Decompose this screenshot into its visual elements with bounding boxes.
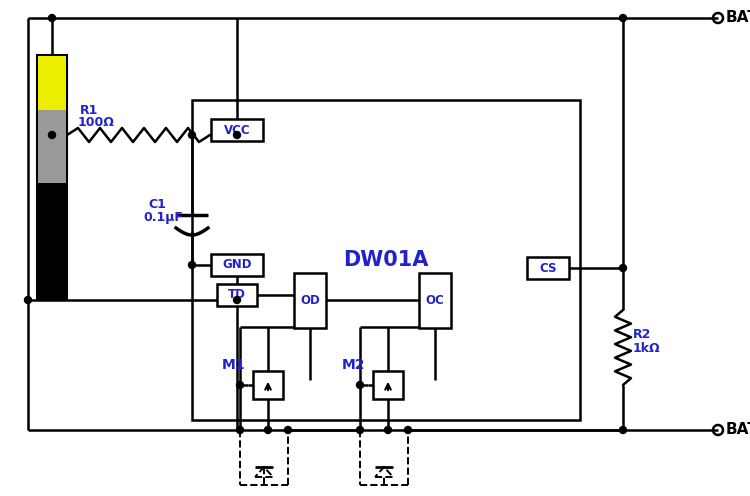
FancyBboxPatch shape (527, 257, 569, 279)
Circle shape (620, 427, 626, 434)
Text: CS: CS (539, 261, 556, 274)
Circle shape (356, 427, 364, 434)
Text: M2: M2 (342, 358, 365, 372)
Bar (38, 56, 66, 110)
FancyBboxPatch shape (192, 100, 580, 420)
Circle shape (236, 427, 244, 434)
Circle shape (385, 427, 392, 434)
Bar (37, 55, 67, 300)
Circle shape (49, 14, 55, 21)
Text: OD: OD (300, 294, 320, 307)
Circle shape (188, 261, 196, 268)
FancyBboxPatch shape (211, 254, 263, 276)
Circle shape (356, 381, 364, 388)
Circle shape (233, 297, 241, 304)
FancyBboxPatch shape (294, 272, 326, 327)
Circle shape (25, 297, 32, 304)
FancyBboxPatch shape (419, 272, 451, 327)
Text: 1kΩ: 1kΩ (633, 342, 661, 355)
Text: DW01A: DW01A (344, 250, 429, 270)
Text: 0.1μF: 0.1μF (143, 211, 183, 225)
FancyBboxPatch shape (373, 371, 403, 399)
Text: M1: M1 (222, 358, 245, 372)
Text: VCC: VCC (224, 124, 251, 136)
FancyBboxPatch shape (211, 119, 263, 141)
Text: R2: R2 (633, 328, 651, 342)
Circle shape (236, 381, 244, 388)
Text: R1: R1 (80, 104, 98, 117)
FancyBboxPatch shape (253, 371, 283, 399)
Circle shape (265, 427, 272, 434)
Text: TD: TD (228, 289, 246, 302)
Text: GND: GND (222, 258, 252, 271)
FancyBboxPatch shape (217, 284, 257, 306)
Bar (38, 110, 66, 184)
Circle shape (49, 131, 55, 138)
Circle shape (188, 131, 196, 138)
Circle shape (620, 14, 626, 21)
Text: BATT+: BATT+ (726, 10, 750, 25)
Text: BATT-: BATT- (726, 423, 750, 437)
Circle shape (404, 427, 412, 434)
Text: C1: C1 (148, 198, 166, 211)
Circle shape (284, 427, 292, 434)
Circle shape (620, 264, 626, 271)
Circle shape (233, 131, 241, 138)
Text: OC: OC (426, 294, 444, 307)
Text: 100Ω: 100Ω (78, 116, 115, 128)
